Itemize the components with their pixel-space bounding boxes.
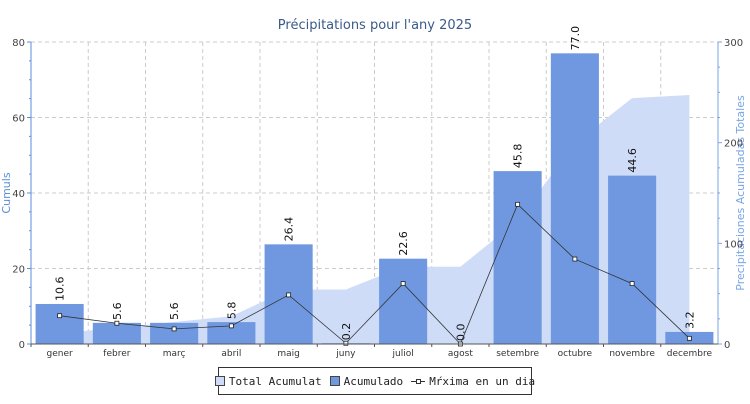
bar-value-label: 44.6 bbox=[626, 148, 639, 173]
bar-value-label: 10.6 bbox=[54, 276, 67, 301]
bar-value-label: 0.0 bbox=[454, 324, 467, 342]
axis-layer: 0 20 40 60 80 0 100 200 300 gener febrer març abril m… bbox=[12, 38, 743, 359]
x-tick-label-novembre: novembre bbox=[609, 349, 655, 359]
bar-layer: 10.6 5.6 5.6 5.8 26.4 0.2 22.6 0.0 45.8 77.0 44.6 3… bbox=[35, 26, 714, 344]
legend-label-maxima: Mŕxima en un dia bbox=[429, 374, 536, 388]
bar-value-label: 45.8 bbox=[512, 144, 525, 169]
y-axis-label-left: Cumuls bbox=[0, 172, 13, 213]
legend-label-acumulado: Acumulado bbox=[343, 374, 404, 388]
bar-value-label: 5.8 bbox=[225, 302, 238, 320]
line-point bbox=[343, 340, 349, 346]
y-tick-label-left: 0 bbox=[19, 340, 25, 351]
y-tick-label-left: 60 bbox=[12, 114, 25, 125]
bar-novembre bbox=[608, 175, 657, 344]
line-point bbox=[57, 313, 63, 319]
legend-item-maxima: Mŕxima en un dia bbox=[411, 375, 535, 388]
legend-item-acumulado: Acumulado bbox=[329, 374, 404, 388]
bar-value-label: 22.6 bbox=[397, 231, 410, 256]
legend-swatch-line bbox=[411, 376, 426, 386]
line-layer bbox=[57, 201, 692, 347]
y-tick-label-left: 40 bbox=[12, 189, 25, 200]
bar-abril bbox=[207, 322, 256, 344]
bar-febrer bbox=[92, 322, 141, 344]
line-point bbox=[171, 326, 177, 332]
bar-gener bbox=[35, 303, 84, 344]
line-point bbox=[686, 335, 692, 341]
chart-legend: Total Acumulat Acumulado Mŕxima en un di… bbox=[214, 367, 535, 395]
x-tick-label-decembre: decembre bbox=[667, 349, 713, 359]
legend-label-total-acumulat: Total Acumulat bbox=[228, 374, 322, 388]
x-tick-label-octubre: octubre bbox=[558, 349, 593, 359]
bar-value-label: 26.4 bbox=[283, 217, 296, 242]
x-tick-label-febrer: febrer bbox=[103, 349, 130, 359]
chart-title: Précipitations pour l'any 2025 bbox=[278, 18, 472, 33]
line-point bbox=[400, 281, 406, 287]
bar-setembre bbox=[493, 171, 542, 344]
legend-swatch-bar bbox=[329, 376, 340, 386]
line-point bbox=[572, 256, 578, 262]
y-tick-label-right: 300 bbox=[724, 38, 743, 49]
x-tick-label-juny: juny bbox=[335, 349, 356, 359]
x-tick-label-gener: gener bbox=[47, 349, 73, 359]
bar-value-label: 3.2 bbox=[683, 311, 696, 329]
bar-juliol bbox=[379, 258, 428, 344]
x-tick-label-agost: agost bbox=[448, 349, 473, 359]
y-tick-label-right: 0 bbox=[724, 340, 730, 351]
bar-value-label: 0.2 bbox=[340, 323, 353, 341]
bar-value-label: 5.6 bbox=[168, 302, 181, 320]
line-point bbox=[114, 320, 120, 326]
y-tick-label-left: 80 bbox=[12, 38, 25, 49]
bar-value-label: 5.6 bbox=[111, 302, 124, 320]
line-point bbox=[515, 201, 521, 207]
bar-octubre bbox=[550, 53, 599, 344]
legend-swatch-area bbox=[214, 376, 225, 386]
y-tick-label-right: 200 bbox=[724, 139, 743, 150]
bar-value-label: 77.0 bbox=[569, 26, 582, 51]
x-tick-label-juliol: juliol bbox=[392, 349, 414, 359]
x-tick-label-març: març bbox=[163, 349, 186, 359]
series-line-maxima bbox=[59, 203, 690, 345]
x-tick-label-maig: maig bbox=[277, 349, 300, 359]
bar-març bbox=[150, 322, 199, 344]
line-point bbox=[228, 323, 234, 329]
legend-item-total-acumulat: Total Acumulat bbox=[214, 374, 322, 388]
x-tick-label-setembre: setembre bbox=[496, 349, 539, 359]
line-point bbox=[629, 281, 635, 287]
y-axis-label-right: Precipitaciones Acumuladas Totales bbox=[734, 95, 747, 291]
y-tick-label-right: 100 bbox=[724, 239, 743, 250]
y-tick-label-left: 20 bbox=[12, 265, 25, 276]
x-tick-label-abril: abril bbox=[221, 349, 241, 359]
line-point bbox=[286, 292, 292, 298]
